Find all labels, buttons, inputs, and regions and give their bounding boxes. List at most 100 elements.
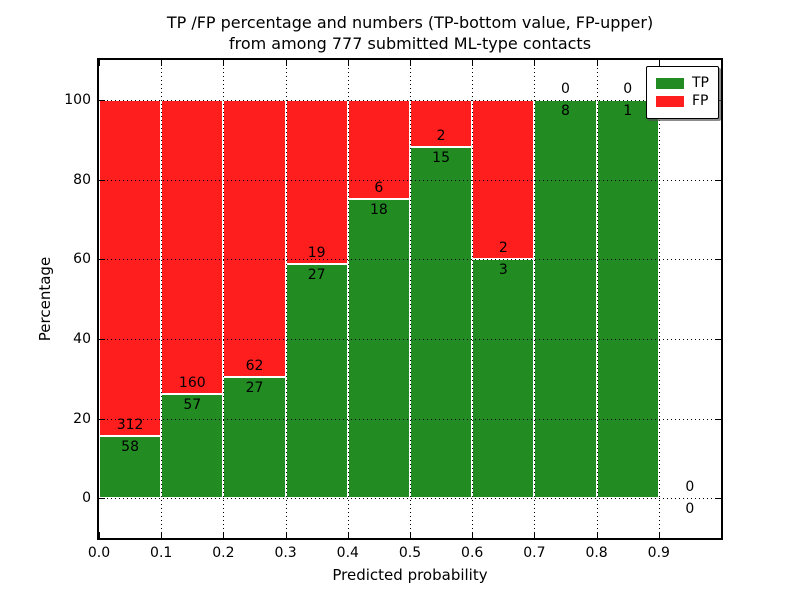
- bar-label-tp-count: 3: [498, 262, 508, 279]
- tick-mark-x-bottom: [596, 532, 598, 538]
- bar-segment-fp: [285, 99, 348, 265]
- x-tick-label: 0.5: [398, 545, 422, 561]
- tick-mark-x-top: [285, 60, 287, 66]
- x-tick-label: 0.0: [87, 545, 111, 561]
- tick-mark-x-top: [223, 60, 225, 66]
- gridline-vertical: [285, 60, 287, 538]
- x-tick-label: 0.1: [150, 545, 173, 561]
- tick-mark-y-left: [99, 338, 105, 340]
- gridline-vertical: [472, 60, 474, 538]
- bar-label-fp-count: 160: [178, 374, 206, 391]
- bar-label-fp-count: 62: [245, 358, 264, 375]
- chart-title-line1: TP /FP percentage and numbers (TP-bottom…: [166, 13, 654, 32]
- bar-segment-tp: [472, 259, 535, 499]
- fp-color-swatch: [656, 96, 684, 107]
- tp-color-swatch: [656, 78, 684, 89]
- tick-mark-x-top: [534, 60, 536, 66]
- bar-segment-fp: [223, 99, 286, 378]
- bar-segment-tp: [596, 99, 659, 499]
- legend-label-tp: TP: [692, 75, 709, 91]
- bar-label-fp-count: 312: [116, 416, 144, 433]
- y-tick-label: 0: [82, 490, 91, 507]
- bar-segment-fp: [347, 99, 410, 200]
- tick-mark-x-top: [99, 60, 100, 66]
- gridline-vertical: [223, 60, 225, 538]
- tick-mark-x-bottom: [347, 532, 349, 538]
- bar-label-fp-count: 2: [436, 127, 446, 144]
- tick-mark-x-top: [347, 60, 349, 66]
- x-tick-label: 0.7: [523, 545, 546, 561]
- tick-mark-x-bottom: [161, 532, 163, 538]
- bar-segment-fp: [161, 99, 224, 394]
- y-tick-label: 100: [64, 91, 91, 108]
- tick-mark-y-right: [715, 259, 721, 261]
- gridline-vertical: [410, 60, 411, 538]
- gridline-vertical: [658, 60, 660, 538]
- x-tick-label: 0.4: [336, 545, 359, 561]
- tick-mark-x-top: [410, 60, 411, 66]
- legend: TP FP: [646, 66, 719, 119]
- y-tick-label: 60: [73, 251, 91, 268]
- bar-label-tp-count: 58: [121, 438, 139, 455]
- x-tick-label: 0.3: [274, 545, 297, 561]
- tick-mark-x-top: [472, 60, 474, 66]
- bar-label-tp-count: 0: [685, 501, 695, 518]
- bar-label-tp-count: 27: [245, 380, 264, 397]
- bar-segment-tp: [410, 146, 473, 499]
- bar-segment-fp: [99, 99, 162, 436]
- bar-label-tp-count: 8: [561, 102, 570, 119]
- bar-label-tp-count: 15: [432, 149, 450, 166]
- tick-mark-x-bottom: [658, 532, 660, 538]
- y-tick-label: 80: [73, 171, 91, 188]
- bar-segment-fp: [472, 99, 535, 260]
- gridline-vertical: [161, 60, 163, 538]
- tick-mark-y-right: [715, 338, 721, 340]
- tick-mark-x-bottom: [99, 532, 100, 538]
- tick-mark-x-top: [658, 60, 660, 66]
- tick-mark-y-left: [99, 498, 105, 500]
- tick-mark-x-bottom: [534, 532, 536, 538]
- bar-label-fp-count: 2: [498, 240, 508, 257]
- tick-mark-x-top: [596, 60, 598, 66]
- gridline-vertical: [596, 60, 598, 538]
- tick-mark-y-left: [99, 179, 105, 181]
- bar-label-tp-count: 57: [183, 396, 202, 413]
- tick-mark-x-bottom: [472, 532, 474, 538]
- x-axis-label: Predicted probability: [332, 566, 488, 584]
- legend-item-fp: FP: [656, 93, 709, 110]
- tick-mark-y-left: [99, 259, 105, 261]
- chart-title-line2: from among 777 submitted ML-type contact…: [228, 34, 592, 53]
- bar-label-fp-count: 19: [307, 245, 326, 262]
- bar-label-fp-count: 0: [623, 80, 633, 97]
- x-tick-label: 0.2: [212, 545, 235, 561]
- bar-label-fp-count: 6: [374, 180, 384, 197]
- bar-segment-tp: [347, 199, 410, 499]
- tick-mark-x-bottom: [410, 532, 411, 538]
- tick-mark-y-left: [99, 99, 105, 101]
- x-tick-label: 0.6: [461, 545, 484, 561]
- tick-mark-y-left: [99, 418, 105, 420]
- tick-mark-y-right: [715, 179, 721, 181]
- bar-segment-tp: [99, 435, 162, 499]
- tick-mark-x-bottom: [285, 532, 287, 538]
- x-tick-label: 0.8: [585, 545, 608, 561]
- bar-label-tp-count: 18: [369, 202, 388, 219]
- bar-segment-tp: [161, 393, 224, 499]
- tick-mark-y-right: [715, 498, 721, 500]
- x-tick-label: 0.9: [647, 545, 670, 561]
- gridline-vertical: [347, 60, 349, 538]
- bar-label-tp-count: 1: [623, 102, 633, 119]
- legend-item-tp: TP: [656, 75, 709, 92]
- y-axis-label: Percentage: [36, 256, 54, 342]
- bar-segment-tp: [285, 264, 348, 499]
- tick-mark-x-bottom: [223, 532, 225, 538]
- plot-area: 312 58 160 57 62 27 19 27 6 18 2 15 2 3 0 8 0 1 0 0: [97, 58, 723, 540]
- bar-label-tp-count: 27: [307, 267, 326, 284]
- bar-label-fp-count: 0: [685, 479, 695, 496]
- bar-segment-tp: [534, 99, 597, 499]
- bar-label-fp-count: 0: [561, 80, 570, 97]
- y-tick-label: 40: [73, 330, 91, 347]
- tick-mark-y-right: [715, 418, 721, 420]
- tick-mark-x-top: [161, 60, 163, 66]
